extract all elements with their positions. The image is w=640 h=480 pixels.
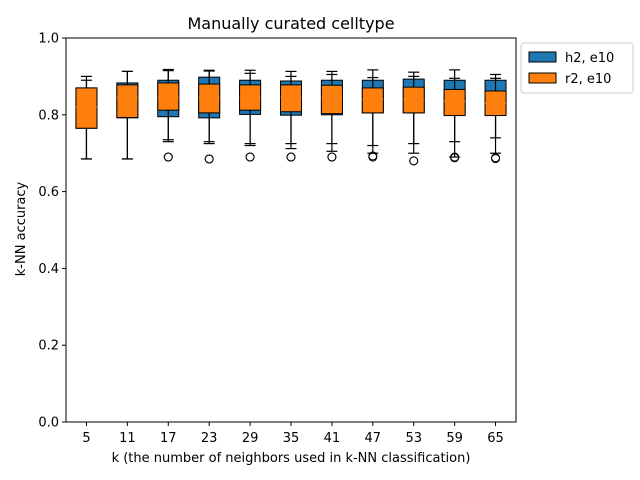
x-axis-label: k (the number of neighbors used in k-NN …	[112, 451, 471, 466]
box	[280, 75, 302, 162]
outlier-point	[163, 152, 173, 162]
box	[361, 76, 384, 162]
x-tick-label: 35	[283, 431, 300, 446]
box	[198, 70, 221, 164]
y-axis: 0.0 0.2 0.4 0.6 0.8 1.0	[38, 32, 66, 431]
legend-swatch	[528, 51, 557, 63]
x-tick-label: 29	[242, 431, 259, 446]
box	[402, 75, 425, 166]
y-axis-label: k-NN accuracy	[14, 181, 29, 276]
x-tick-label: 65	[487, 431, 504, 446]
y-tick-label: 1.0	[38, 32, 59, 47]
x-tick-label: 11	[119, 431, 136, 446]
outlier-point	[450, 153, 460, 163]
x-tick-label: 53	[405, 431, 422, 446]
chart-title: Manually curated celltype	[187, 14, 394, 33]
outlier-point	[327, 152, 337, 162]
box-series	[75, 68, 507, 166]
box-body	[75, 87, 98, 129]
series-r2-e10	[75, 70, 507, 166]
y-tick-label: 0.4	[38, 262, 59, 277]
y-tick-label: 0.0	[38, 416, 59, 431]
box-body	[320, 84, 343, 115]
box	[157, 70, 180, 162]
x-tick-label: 23	[201, 431, 218, 446]
box	[116, 70, 139, 160]
outlier-point	[491, 154, 501, 164]
legend-label: r2, e10	[565, 72, 611, 87]
box-body	[157, 82, 180, 111]
box	[443, 77, 466, 163]
outlier-point	[409, 156, 419, 166]
legend-label: h2, e10	[565, 51, 614, 66]
outlier-point	[204, 154, 214, 164]
legend-swatch	[528, 72, 557, 84]
box	[320, 73, 343, 162]
box-body	[280, 84, 302, 113]
x-axis: 5 11 17 23 29 35 41 47 53 59 65	[82, 422, 504, 446]
box-body	[361, 87, 384, 114]
box	[239, 72, 262, 162]
legend: h2, e10 r2, e10	[520, 42, 634, 94]
y-tick-label: 0.8	[38, 108, 59, 123]
box	[484, 77, 507, 164]
y-tick-label: 0.6	[38, 185, 59, 200]
x-tick-label: 59	[446, 431, 463, 446]
box-body	[198, 83, 221, 114]
box	[75, 79, 98, 160]
x-tick-label: 47	[365, 431, 382, 446]
outlier-point	[286, 152, 296, 162]
outlier-point	[368, 152, 378, 162]
x-tick-label: 41	[324, 431, 341, 446]
y-tick-label: 0.2	[38, 339, 59, 354]
outlier-point	[245, 152, 255, 162]
x-tick-label: 5	[82, 431, 90, 446]
box-body	[443, 88, 466, 117]
box-body	[116, 84, 139, 118]
x-tick-label: 17	[160, 431, 177, 446]
